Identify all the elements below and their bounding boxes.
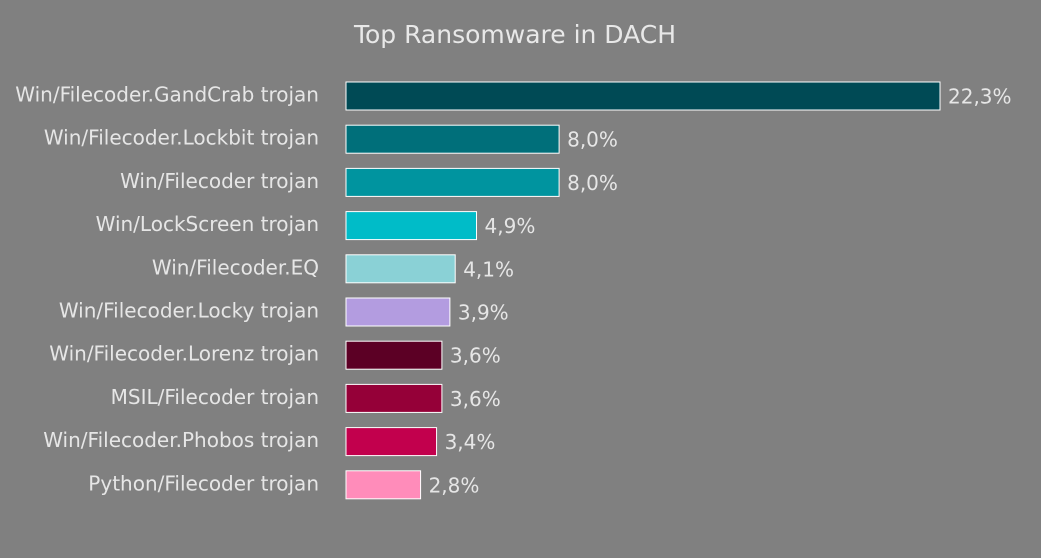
bar <box>345 81 941 111</box>
value-label: 22,3% <box>948 85 1012 109</box>
value-label: 4,1% <box>463 257 514 281</box>
value-label: 4,9% <box>485 214 536 238</box>
bar <box>345 254 456 284</box>
bar <box>345 211 478 241</box>
bar <box>345 297 451 327</box>
category-label: Win/Filecoder.GandCrab trojan <box>15 83 319 107</box>
category-label: Win/Filecoder.EQ <box>152 255 319 279</box>
value-label: 3,4% <box>445 430 496 454</box>
bar <box>345 470 422 500</box>
category-label: MSIL/Filecoder trojan <box>111 385 319 409</box>
value-label: 3,6% <box>450 387 501 411</box>
value-label: 8,0% <box>567 171 618 195</box>
value-label: 8,0% <box>567 128 618 152</box>
value-label: 3,6% <box>450 344 501 368</box>
category-label: Win/Filecoder.Lorenz trojan <box>49 342 319 366</box>
category-label: Python/Filecoder trojan <box>88 471 319 495</box>
category-label: Win/Filecoder trojan <box>120 169 319 193</box>
bar <box>345 340 443 370</box>
category-label: Win/Filecoder.Phobos trojan <box>43 428 319 452</box>
chart-title: Top Ransomware in DACH <box>353 20 677 49</box>
value-label: 3,9% <box>458 301 509 325</box>
bar <box>345 167 560 197</box>
category-label: Win/Filecoder.Locky trojan <box>59 299 319 323</box>
bar <box>345 383 443 413</box>
category-label: Win/Filecoder.Lockbit trojan <box>44 126 319 150</box>
value-label: 2,8% <box>429 473 480 497</box>
category-label: Win/LockScreen trojan <box>96 212 319 236</box>
bar <box>345 427 438 457</box>
bar <box>345 124 560 154</box>
